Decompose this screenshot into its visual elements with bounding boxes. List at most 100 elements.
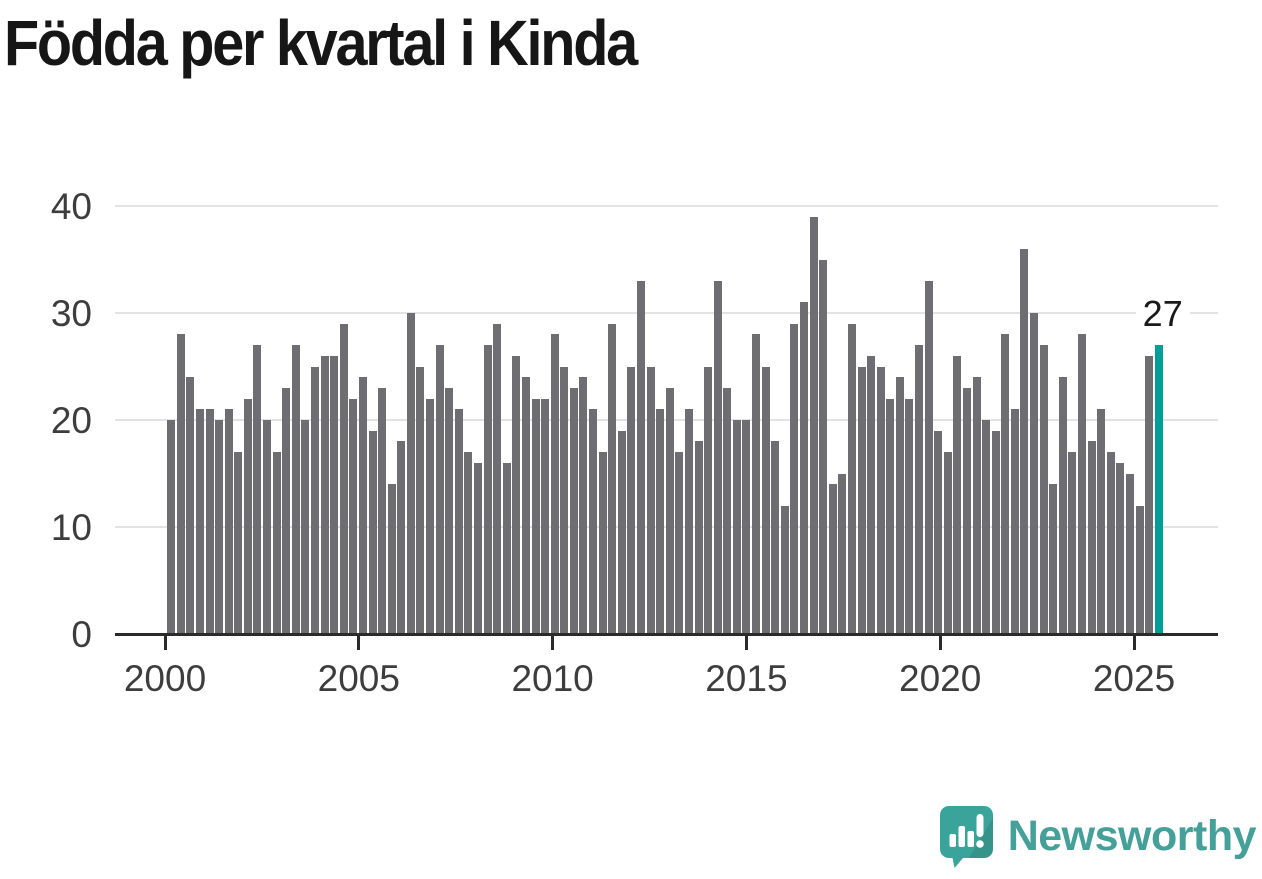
y-axis-label-20: 20 <box>50 400 92 441</box>
gridline-40 <box>115 205 1218 207</box>
bar <box>387 484 396 634</box>
bar <box>1145 355 1154 634</box>
bar <box>962 387 971 634</box>
newsworthy-wordmark: Newsworthy <box>1007 812 1257 860</box>
x-axis-tick-2005 <box>357 636 361 650</box>
bar <box>886 398 895 634</box>
bar <box>234 452 243 634</box>
bar <box>445 387 454 634</box>
bar <box>550 334 559 634</box>
bar <box>531 398 540 634</box>
bar <box>694 441 703 634</box>
bar <box>311 366 319 634</box>
bar <box>569 387 578 634</box>
x-axis-tick-2000 <box>163 636 167 650</box>
bar <box>665 387 674 634</box>
value-label: 27 <box>1135 294 1190 334</box>
bar <box>799 302 808 634</box>
bar <box>330 355 339 634</box>
bar <box>934 430 943 634</box>
bar <box>1030 313 1039 634</box>
bar <box>656 409 665 634</box>
bar <box>675 452 684 634</box>
bar <box>915 345 924 634</box>
bar <box>780 505 789 634</box>
bar <box>819 259 828 634</box>
bar <box>416 366 425 634</box>
bar <box>291 345 300 634</box>
x-axis-tick-2010 <box>551 636 555 650</box>
bar <box>905 398 914 634</box>
bar <box>426 398 435 634</box>
bar <box>1116 462 1125 634</box>
x-axis-label-2000: 2000 <box>123 658 207 699</box>
bar <box>1020 248 1029 634</box>
x-axis-label-2025: 2025 <box>1092 658 1176 699</box>
x-axis-line <box>115 633 1218 636</box>
bar <box>809 216 818 634</box>
bar <box>943 452 952 634</box>
bar <box>176 334 185 634</box>
y-axis-label-10: 10 <box>50 507 92 548</box>
newsworthy-logo[interactable]: Newsworthy <box>938 804 1257 869</box>
bar <box>895 377 904 634</box>
bar <box>1078 334 1086 634</box>
x-axis-label-2010: 2010 <box>511 658 594 699</box>
x-axis-tick-2020 <box>938 636 942 650</box>
bar <box>1058 377 1067 634</box>
bar <box>1010 409 1019 634</box>
bar <box>790 323 799 634</box>
bar <box>867 355 876 634</box>
bar <box>1001 334 1010 634</box>
y-axis-label-0: 0 <box>71 614 92 655</box>
bar <box>512 355 521 634</box>
bar <box>1039 345 1048 634</box>
bar <box>358 377 367 634</box>
bar <box>847 323 856 634</box>
newsworthy-icon <box>938 804 995 869</box>
bar <box>636 280 645 634</box>
bar <box>253 345 262 634</box>
bar <box>195 409 204 634</box>
bar <box>454 409 463 634</box>
bar <box>378 387 387 634</box>
y-axis-label-30: 30 <box>50 293 92 334</box>
bar <box>876 366 885 634</box>
bar <box>205 409 214 634</box>
bar <box>982 420 991 634</box>
bar <box>339 323 348 634</box>
bar <box>617 430 626 634</box>
bar <box>761 366 770 634</box>
bar <box>167 420 176 634</box>
bar <box>1135 505 1144 634</box>
bar <box>598 452 607 634</box>
bar <box>493 323 502 634</box>
bar <box>349 398 358 634</box>
highlighted-bar <box>1154 345 1163 634</box>
bar <box>560 366 569 634</box>
x-axis-tick-2015 <box>744 636 748 650</box>
bar <box>464 452 473 634</box>
bar <box>215 420 224 634</box>
bar <box>368 430 377 634</box>
bar <box>474 462 482 634</box>
bar <box>991 430 1000 634</box>
bar <box>972 377 981 634</box>
x-axis-tick-2025 <box>1132 636 1136 650</box>
bar <box>732 420 741 634</box>
bar <box>589 409 598 634</box>
bar <box>435 345 444 634</box>
bar <box>627 366 636 634</box>
bar <box>646 366 655 634</box>
bar <box>521 377 530 634</box>
bar <box>406 313 415 634</box>
bar <box>838 473 847 634</box>
bar <box>857 366 866 634</box>
bar <box>723 387 732 634</box>
bar <box>828 484 837 634</box>
bar <box>704 366 713 634</box>
y-axis-label-40: 40 <box>50 186 92 227</box>
bar <box>579 377 588 634</box>
chart-title: Födda per kvartal i Kinda <box>4 7 638 79</box>
